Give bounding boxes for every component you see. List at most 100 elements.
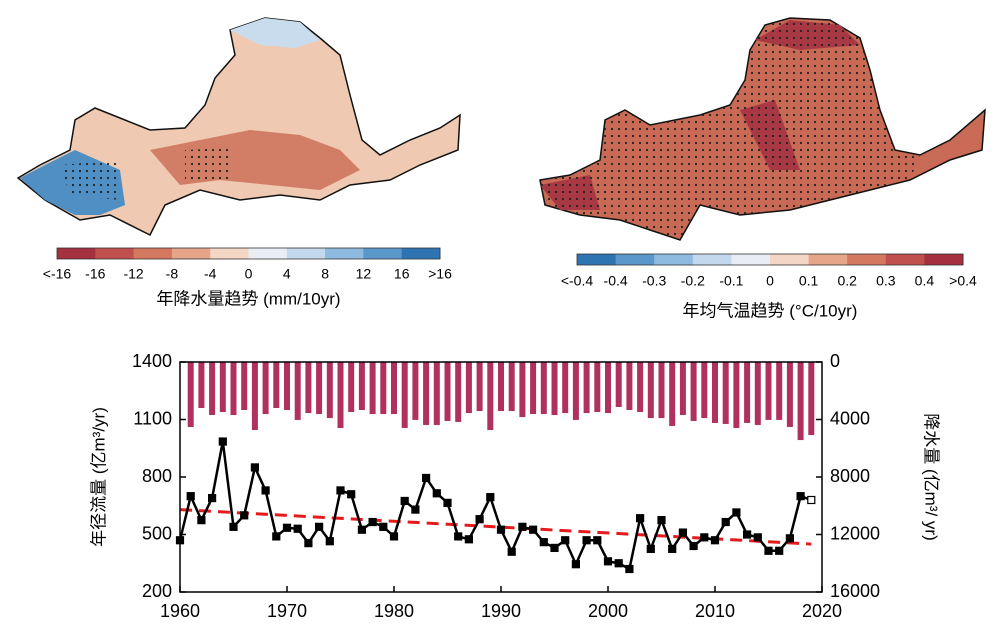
runoff-marker [325, 537, 334, 546]
runoff-marker [646, 544, 655, 553]
colorbar-frame [56, 247, 441, 260]
runoff-marker [539, 538, 548, 547]
y-axis-label: 年径流量 (亿m³/yr) [89, 407, 108, 547]
precip-bar [412, 362, 419, 420]
runoff-marker [732, 508, 741, 517]
colorbar-title: 年均气温趋势 (°C/10yr) [683, 301, 858, 320]
precip-bar [754, 362, 761, 425]
runoff-marker [710, 536, 720, 545]
precip-bar [583, 362, 590, 414]
runoff-marker [635, 514, 645, 523]
runoff-marker [550, 543, 559, 553]
precip-bar [733, 362, 740, 428]
colorbar-label: 0.1 [799, 273, 819, 289]
x-tick-label: 2020 [802, 601, 842, 621]
runoff-marker [368, 517, 377, 527]
precip-bar [487, 362, 494, 430]
colorbar-label: -0.2 [681, 273, 705, 289]
precip-bar [498, 362, 504, 412]
colorbar-swatch [924, 254, 964, 265]
runoff-marker [475, 515, 484, 524]
precip-bar [658, 362, 665, 419]
runoff-marker [796, 492, 805, 501]
runoff-marker [625, 564, 634, 574]
precip-bar [519, 362, 526, 418]
runoff-marker [700, 533, 709, 542]
colorbar-label: 12 [356, 266, 372, 282]
precip-bar [647, 362, 654, 419]
colorbar-label: 0.4 [915, 273, 935, 289]
runoff-marker [304, 539, 313, 548]
colorbar-label: -0.1 [719, 273, 743, 289]
precip-bar [455, 362, 462, 422]
precip-map [16, 17, 461, 237]
precip-bar [701, 362, 708, 419]
colorbar-swatch [286, 248, 326, 259]
y2-tick-label: 0 [830, 351, 840, 371]
colorbar-label: >16 [428, 266, 452, 282]
colorbar-swatch [770, 254, 810, 265]
precip-bar [348, 362, 355, 413]
y-tick-label: 500 [142, 523, 172, 543]
precip-bar [391, 362, 397, 415]
precip-bar [251, 362, 258, 430]
colorbar-swatch [171, 248, 211, 259]
y-tick-label: 800 [142, 466, 172, 486]
y2-tick-label: 16000 [830, 581, 880, 601]
precip-bar [262, 362, 269, 415]
runoff-marker [807, 495, 816, 505]
precip-bar [198, 362, 205, 408]
runoff-marker [240, 511, 249, 520]
precip-bar [637, 362, 644, 413]
colorbar-swatch [210, 248, 249, 259]
runoff-marker [753, 533, 762, 542]
colorbar-label: 0 [766, 273, 774, 289]
runoff-marker [422, 473, 431, 483]
precip-bar [401, 362, 408, 428]
precip-bar [679, 362, 686, 416]
runoff-marker [775, 546, 784, 555]
x-tick-label: 1980 [374, 601, 414, 621]
precip-bar [380, 362, 387, 415]
y-tick-label: 1400 [132, 351, 172, 371]
colorbar-swatch [57, 248, 96, 259]
precip-bar [326, 362, 333, 419]
x-tick-label: 2010 [695, 601, 735, 621]
precip-bar [669, 362, 676, 426]
colorbar-swatch [731, 254, 771, 265]
precip-bar [294, 362, 301, 420]
y2-tick-label: 8000 [830, 466, 870, 486]
colorbar-swatch [95, 248, 135, 259]
precip-bar [423, 362, 430, 425]
precip-bar [562, 362, 569, 414]
runoff-marker [561, 536, 570, 545]
runoff-marker [582, 536, 591, 545]
x-tick-label: 1990 [481, 601, 521, 621]
precip-bar [284, 362, 290, 411]
colorbar-label: 0.2 [837, 273, 857, 289]
precip-bar [712, 362, 718, 423]
precip-bar [594, 362, 601, 413]
runoff-marker [785, 534, 795, 543]
runoff-marker [571, 560, 581, 569]
x-tick-label: 1960 [160, 601, 200, 621]
runoff-marker [250, 463, 259, 472]
runoff-marker [657, 516, 666, 525]
runoff-marker [336, 486, 345, 495]
runoff-marker [411, 505, 420, 514]
precip-bar [786, 362, 793, 427]
runoff-marker [764, 546, 773, 555]
runoff-marker [293, 524, 302, 533]
colorbar-swatch [885, 254, 925, 265]
x-tick-label: 2000 [588, 601, 628, 621]
y2-tick-label: 4000 [830, 408, 870, 428]
colorbar-label: 8 [321, 266, 329, 282]
precip-bar [476, 362, 483, 412]
colorbar-label: -0.3 [642, 273, 666, 289]
colorbar-label: 0 [245, 266, 253, 282]
trend-line [179, 508, 812, 546]
runoff-marker [689, 541, 698, 551]
precip-bar [369, 362, 376, 415]
